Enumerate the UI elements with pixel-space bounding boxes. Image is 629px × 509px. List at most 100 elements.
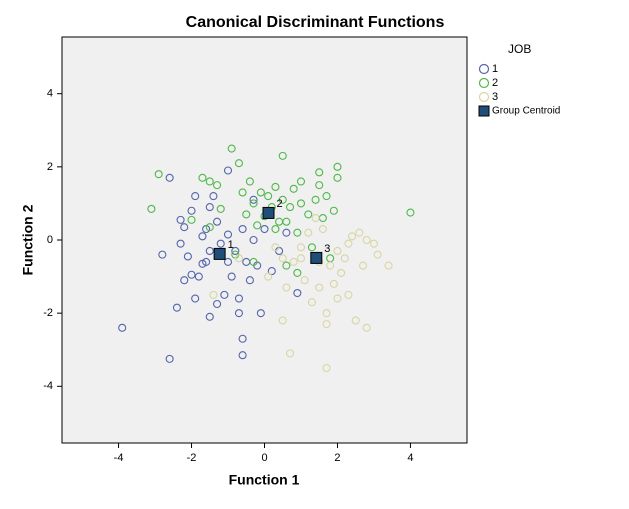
scatter-point [271, 243, 280, 252]
scatter-point [223, 230, 233, 239]
centroid-label: 2 [277, 198, 283, 210]
scatter-point [176, 215, 185, 224]
y-tick-label: 0 [47, 234, 53, 246]
legend-marker [478, 77, 490, 89]
scatter-point [333, 294, 342, 303]
scatter-point [238, 188, 247, 197]
centroid-marker [310, 251, 323, 264]
scatter-point [282, 261, 291, 270]
scatter-point [311, 195, 320, 204]
scatter-point [198, 232, 207, 241]
scatter-point [147, 204, 156, 213]
scatter-point [220, 290, 229, 299]
scatter-point [289, 184, 298, 193]
scatter-point [234, 254, 244, 263]
scatter-point [187, 206, 196, 215]
scatter-point [333, 246, 342, 256]
scatter-point [245, 177, 254, 186]
scatter-point [205, 312, 214, 321]
scatter-point [249, 195, 258, 204]
scatter-point [322, 192, 331, 201]
scatter-point [231, 246, 240, 256]
scatter-point [216, 204, 225, 213]
scatter-point [209, 290, 218, 299]
scatter-point [187, 215, 196, 224]
y-tick-label: -4 [43, 380, 53, 392]
y-tick-label: 2 [47, 161, 53, 173]
scatter-point [205, 177, 214, 186]
scatter-point [278, 151, 287, 160]
scatter-point [172, 303, 181, 312]
scatter-point [213, 181, 222, 190]
scatter-point [384, 261, 393, 270]
scatter-point [296, 199, 306, 208]
x-tick-label: -4 [114, 452, 124, 464]
legend-marker [478, 63, 490, 75]
scatter-point [358, 261, 368, 270]
scatter-point [165, 173, 174, 182]
scatter-point [322, 320, 331, 329]
scatter-point [154, 170, 163, 179]
scatter-point [340, 254, 349, 263]
y-axis-title: Function 2 [20, 204, 36, 275]
scatter-point [256, 188, 265, 197]
y-tick-label: -2 [43, 307, 53, 319]
scatter-point [198, 173, 207, 182]
scatter-point [238, 334, 247, 343]
scatter-point [329, 279, 338, 288]
x-axis-title: Function 1 [229, 472, 300, 488]
scatter-point [296, 243, 306, 252]
scatter-point [260, 224, 269, 234]
scatter-point [234, 159, 244, 168]
scatter-point [158, 250, 167, 259]
scatter-point [267, 267, 276, 276]
scatter-point [180, 223, 189, 232]
scatter-point [296, 254, 306, 263]
scatter-point [293, 288, 302, 298]
scatter-point [234, 294, 244, 303]
y-tick-label: 4 [47, 88, 53, 100]
scatter-point [238, 224, 247, 234]
scatter-point [216, 239, 225, 248]
scatter-point [242, 210, 251, 219]
scatter-point [209, 192, 218, 201]
scatter-point [293, 228, 302, 237]
scatter-point [165, 354, 174, 363]
scatter-point [249, 199, 258, 208]
scatter-point [191, 294, 200, 303]
scatter-point [351, 316, 360, 325]
scatter-point [213, 299, 222, 309]
scatter-point [373, 250, 382, 259]
scatter-point [285, 349, 295, 358]
scatter-point [355, 228, 364, 237]
scatter-point [322, 363, 331, 373]
centroid-marker [262, 206, 275, 219]
scatter-point [249, 235, 258, 245]
centroid-label: 1 [228, 239, 234, 251]
scatter-point [223, 257, 233, 266]
scatter-point [245, 276, 254, 285]
scatter-point [337, 268, 346, 277]
scatter-point [315, 181, 324, 190]
legend-marker [478, 91, 490, 103]
scatter-point [213, 217, 222, 226]
x-tick-label: 4 [407, 452, 413, 464]
scatter-point [304, 228, 313, 237]
scatter-point [333, 173, 342, 182]
scatter-point [249, 257, 258, 266]
legend-label: 2 [492, 77, 498, 89]
scatter-point [205, 203, 214, 212]
x-tick-label: 2 [334, 452, 340, 464]
scatter-point [194, 272, 203, 281]
centroid-marker [213, 247, 226, 260]
scatter-point [278, 254, 287, 263]
legend-label: Group Centroid [492, 106, 560, 117]
scatter-point [322, 309, 331, 318]
scatter-point [264, 272, 273, 281]
legend-marker [478, 105, 490, 117]
scatter-point [176, 239, 185, 248]
scatter-point [293, 268, 302, 277]
scatter-point [329, 206, 338, 215]
